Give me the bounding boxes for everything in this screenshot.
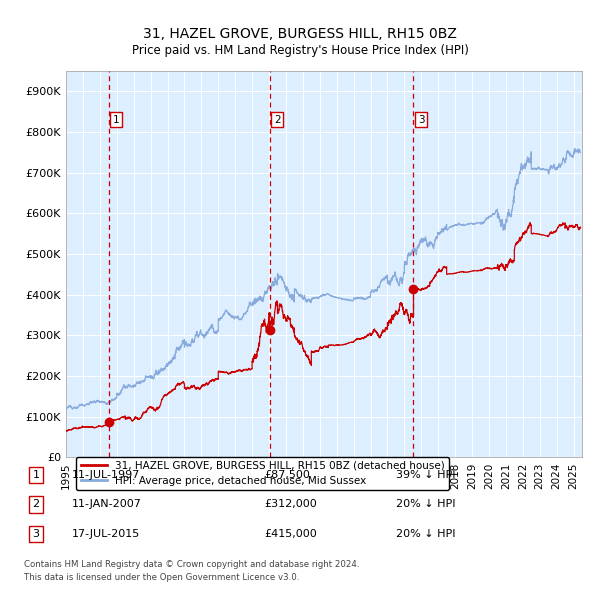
- Text: 1: 1: [113, 114, 119, 124]
- Text: 20% ↓ HPI: 20% ↓ HPI: [396, 529, 455, 539]
- Text: 11-JUL-1997: 11-JUL-1997: [72, 470, 140, 480]
- Text: £312,000: £312,000: [264, 500, 317, 509]
- Text: 11-JAN-2007: 11-JAN-2007: [72, 500, 142, 509]
- Text: 39% ↓ HPI: 39% ↓ HPI: [396, 470, 455, 480]
- Text: 20% ↓ HPI: 20% ↓ HPI: [396, 500, 455, 509]
- Text: Price paid vs. HM Land Registry's House Price Index (HPI): Price paid vs. HM Land Registry's House …: [131, 44, 469, 57]
- Text: 1: 1: [32, 470, 40, 480]
- Text: 2: 2: [32, 500, 40, 509]
- Legend: 31, HAZEL GROVE, BURGESS HILL, RH15 0BZ (detached house), HPI: Average price, de: 31, HAZEL GROVE, BURGESS HILL, RH15 0BZ …: [76, 457, 449, 490]
- Text: 2: 2: [274, 114, 280, 124]
- Text: £87,500: £87,500: [264, 470, 310, 480]
- Text: This data is licensed under the Open Government Licence v3.0.: This data is licensed under the Open Gov…: [24, 573, 299, 582]
- Text: 3: 3: [418, 114, 424, 124]
- Text: 3: 3: [32, 529, 40, 539]
- Text: 17-JUL-2015: 17-JUL-2015: [72, 529, 140, 539]
- Text: 31, HAZEL GROVE, BURGESS HILL, RH15 0BZ: 31, HAZEL GROVE, BURGESS HILL, RH15 0BZ: [143, 27, 457, 41]
- Text: Contains HM Land Registry data © Crown copyright and database right 2024.: Contains HM Land Registry data © Crown c…: [24, 560, 359, 569]
- Text: £415,000: £415,000: [264, 529, 317, 539]
